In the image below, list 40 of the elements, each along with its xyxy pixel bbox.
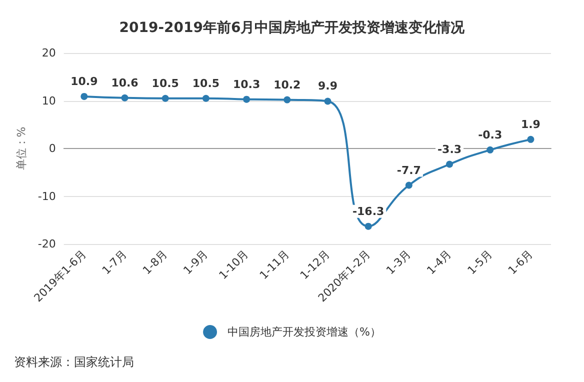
point bbox=[324, 98, 332, 105]
data-label: 10.9 bbox=[70, 74, 98, 88]
point bbox=[486, 146, 494, 154]
point bbox=[446, 160, 454, 168]
text: 资料来源：国家统计局 bbox=[14, 355, 134, 369]
point bbox=[364, 222, 372, 230]
point bbox=[527, 136, 534, 143]
point bbox=[80, 92, 88, 100]
data-label: 10.2 bbox=[274, 78, 301, 92]
data-label: -16.3 bbox=[352, 204, 384, 218]
y-axis-title: 单位：% bbox=[15, 126, 28, 170]
y-tick-label: 20 bbox=[42, 46, 56, 60]
data-label: -0.3 bbox=[478, 128, 502, 142]
data-label: -7.7 bbox=[396, 164, 421, 177]
chart-title: 2019-2019年前6月中国房地产开发投资增速变化情况 bbox=[119, 19, 466, 36]
point bbox=[121, 94, 128, 102]
data-label: 10.3 bbox=[232, 78, 260, 91]
x-tick-label: 1-9月 bbox=[180, 247, 211, 278]
y-tick-label: -10 bbox=[38, 190, 56, 203]
x-tick-label: 1-6月 bbox=[506, 247, 536, 278]
data-label: 10.6 bbox=[111, 76, 139, 90]
data-label: 9.9 bbox=[318, 80, 338, 93]
x-tick-label: 1-3月 bbox=[384, 247, 414, 278]
x-tick-label: 1-5月 bbox=[465, 247, 495, 278]
legend-label: 中国房地产开发投资增速（%） bbox=[228, 326, 381, 338]
y-tick-label: 10 bbox=[42, 94, 56, 108]
data-label: 10.5 bbox=[192, 76, 220, 90]
x-tick-label: 1-7月 bbox=[100, 247, 130, 278]
y-tick-label: -20 bbox=[38, 238, 56, 250]
point bbox=[405, 182, 412, 189]
data-label: -3.3 bbox=[437, 142, 462, 156]
x-tick-label: 1-8月 bbox=[140, 247, 170, 278]
point bbox=[243, 96, 250, 103]
data-label: 10.5 bbox=[152, 76, 179, 90]
data-label: 1.9 bbox=[520, 118, 540, 131]
x-tick-label: 1-4月 bbox=[424, 247, 454, 278]
point bbox=[162, 94, 169, 102]
point bbox=[202, 94, 210, 102]
y-tick-label: 0 bbox=[48, 142, 56, 155]
point bbox=[284, 96, 291, 104]
